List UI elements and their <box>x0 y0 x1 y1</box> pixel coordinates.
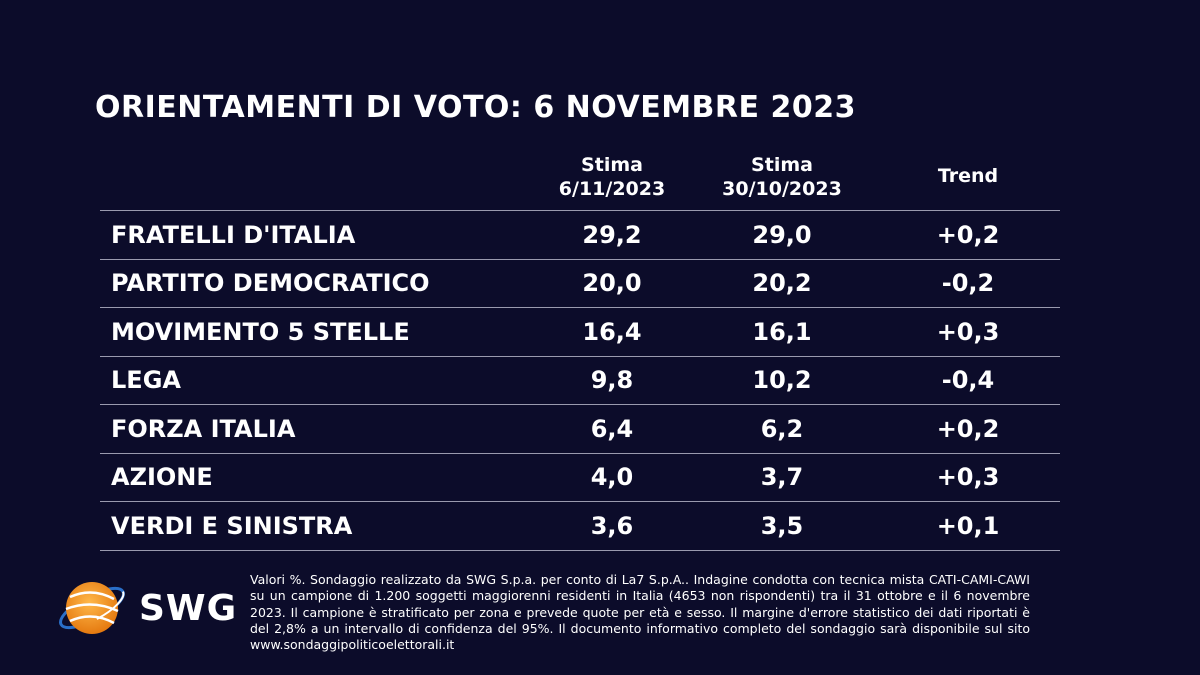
swg-logo-icon <box>59 582 125 634</box>
swg-logo-text: SWG <box>139 588 238 629</box>
stima-6-11-value: 16,4 <box>582 317 642 346</box>
column-header-stima-6-11: Stima 6/11/2023 <box>558 154 666 200</box>
stima-30-10-value: 3,5 <box>760 511 804 540</box>
column-header-trend: Trend <box>937 165 999 187</box>
trend-value: +0,2 <box>936 220 1000 249</box>
trend-value: +0,3 <box>936 463 1000 492</box>
stima-30-10-value: 10,2 <box>752 366 812 395</box>
trend-value: +0,3 <box>936 317 1000 346</box>
chart-title: ORIENTAMENTI DI VOTO: 6 NOVEMBRE 2023 <box>95 90 856 125</box>
party-name: LEGA <box>111 366 181 395</box>
stima-6-11-value: 29,2 <box>582 220 642 249</box>
party-name: FORZA ITALIA <box>111 414 296 443</box>
stima-30-10-value: 29,0 <box>752 220 812 249</box>
table-row: VERDI E SINISTRA 3,6 3,5 +0,1 <box>100 502 1060 551</box>
table-row: FRATELLI D'ITALIA 29,2 29,0 +0,2 <box>100 211 1060 260</box>
table-row: MOVIMENTO 5 STELLE 16,4 16,1 +0,3 <box>100 308 1060 357</box>
stima-6-11-value: 20,0 <box>582 269 642 298</box>
party-name: FRATELLI D'ITALIA <box>111 220 356 249</box>
stima-6-11-value: 3,6 <box>590 511 634 540</box>
stima-30-10-value: 3,7 <box>760 463 804 492</box>
party-name: PARTITO DEMOCRATICO <box>111 269 430 298</box>
results-table: FRATELLI D'ITALIA 29,2 29,0 +0,2 PARTITO DEM… <box>100 210 1060 551</box>
trend-value: +0,1 <box>936 511 1000 540</box>
table-row: LEGA 9,8 10,2 -0,4 <box>100 357 1060 405</box>
stima-6-11-value: 9,8 <box>590 366 634 395</box>
trend-value: -0,2 <box>941 269 995 298</box>
stima-30-10-value: 6,2 <box>760 414 804 443</box>
trend-value: -0,4 <box>941 366 995 395</box>
party-name: AZIONE <box>111 463 213 492</box>
table-row: FORZA ITALIA 6,4 6,2 +0,2 <box>100 405 1060 454</box>
stima-6-11-value: 4,0 <box>590 463 634 492</box>
stima-30-10-value: 20,2 <box>752 269 812 298</box>
methodology-footnote: Valori %. Sondaggio realizzato da SWG S.… <box>250 572 1030 653</box>
party-name: MOVIMENTO 5 STELLE <box>111 317 410 346</box>
column-header-stima-30-10: Stima 30/10/2023 <box>722 154 842 200</box>
trend-value: +0,2 <box>936 414 1000 443</box>
stima-30-10-value: 16,1 <box>752 317 812 346</box>
table-row: AZIONE 4,0 3,7 +0,3 <box>100 454 1060 502</box>
stima-6-11-value: 6,4 <box>590 414 634 443</box>
party-name: VERDI E SINISTRA <box>111 511 353 540</box>
table-row: PARTITO DEMOCRATICO 20,0 20,2 -0,2 <box>100 260 1060 308</box>
